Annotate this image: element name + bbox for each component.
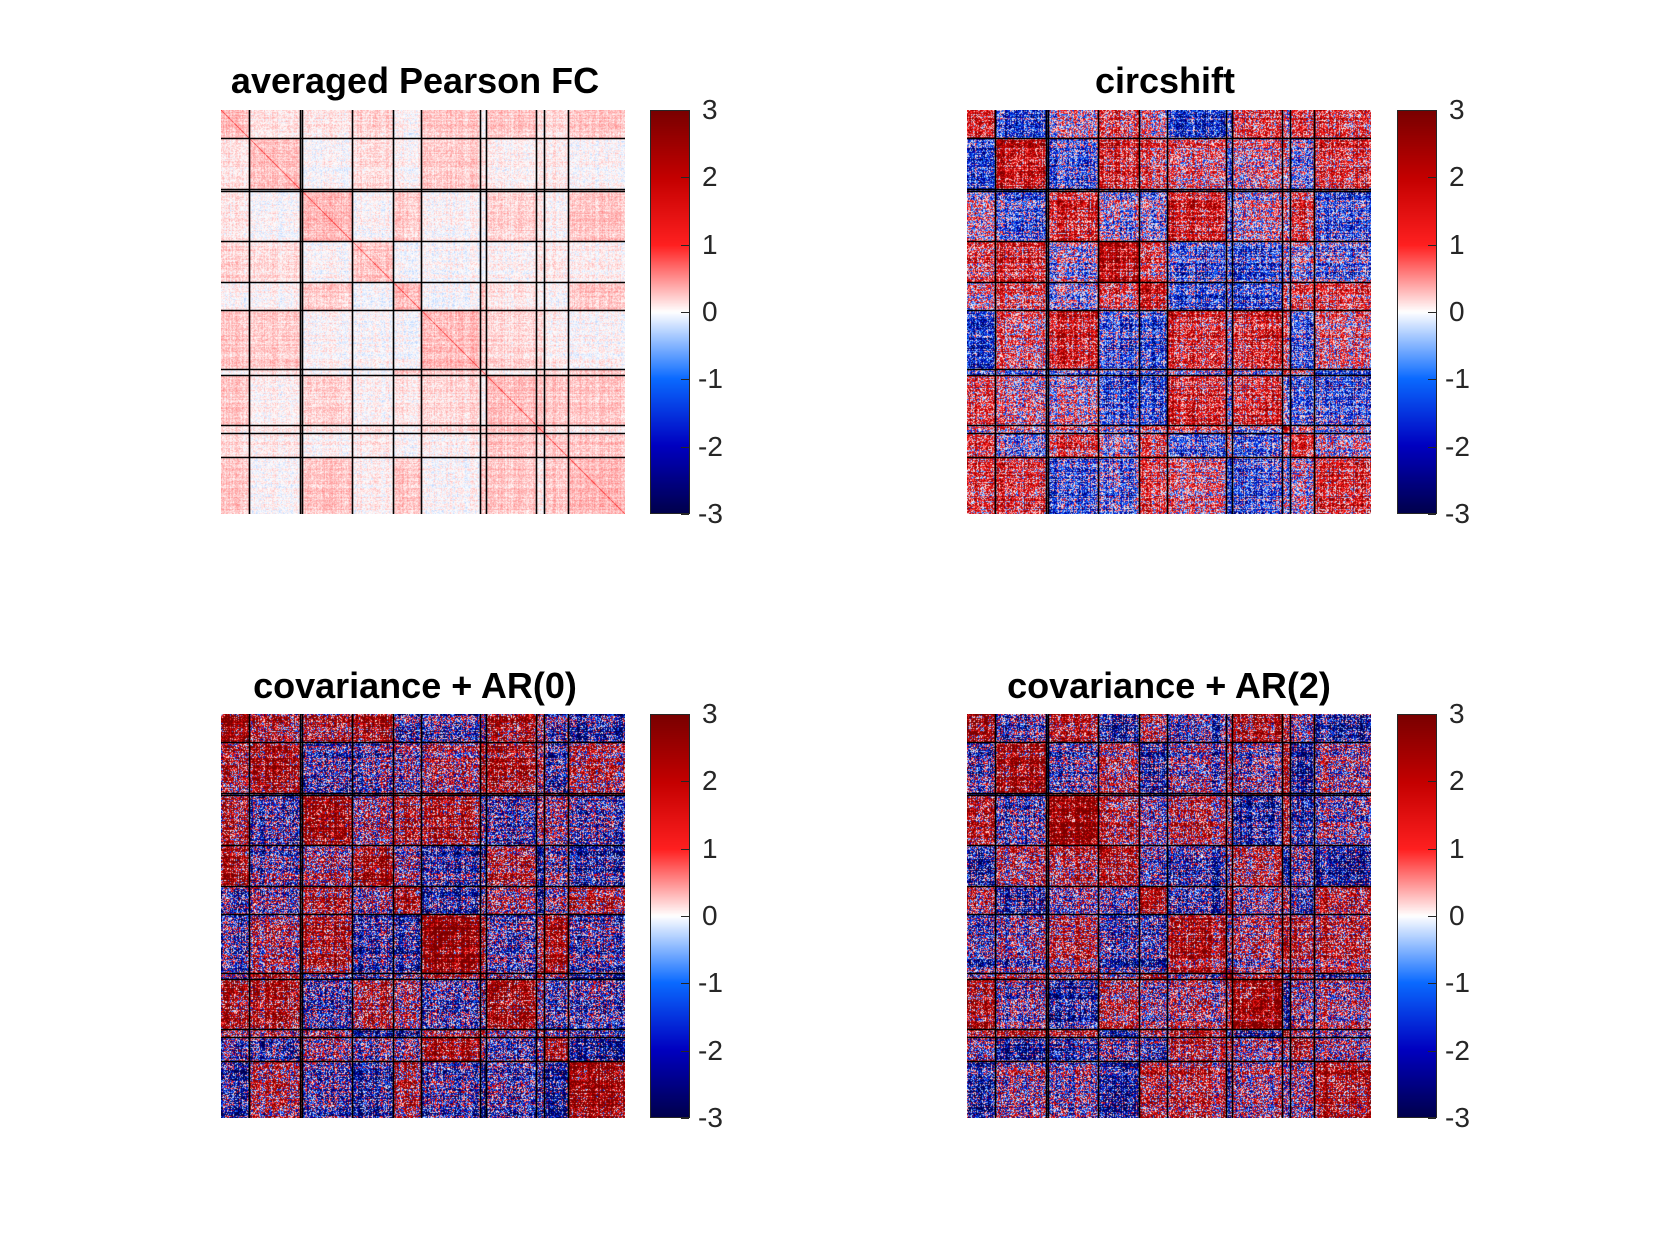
colorbar-tickmark xyxy=(681,1118,689,1119)
network-boundary-lines xyxy=(221,714,625,1118)
colorbar-tick-label: 2 xyxy=(1449,161,1465,192)
heatmap-matrix xyxy=(967,714,1371,1118)
colorbar-tick-label: -1 xyxy=(1445,967,1470,998)
panel-title: averaged Pearson FC xyxy=(230,60,600,101)
colorbar-tickmark xyxy=(681,714,689,715)
colorbar-tick-label: 1 xyxy=(702,833,718,864)
colorbar-tickmark xyxy=(681,379,689,380)
colorbar-tick-label: 0 xyxy=(1449,900,1465,931)
colorbar-tickmark xyxy=(1428,514,1436,515)
colorbar-tickmark xyxy=(1428,177,1436,178)
colorbar-tickmark xyxy=(681,177,689,178)
colorbar-tickmark xyxy=(681,916,689,917)
colorbar-tickmark xyxy=(681,849,689,850)
heatmap-matrix xyxy=(221,110,625,514)
colorbar-tick-label: 2 xyxy=(702,765,718,796)
network-boundary-lines xyxy=(221,110,625,514)
colorbar-tick-label: -3 xyxy=(1445,498,1470,529)
colorbar-tickmark xyxy=(681,514,689,515)
colorbar-tick-label: -1 xyxy=(698,363,723,394)
colorbar-tickmark xyxy=(1428,1118,1436,1119)
colorbar-tickmark xyxy=(681,312,689,313)
colorbar-tick-label: 1 xyxy=(1449,229,1465,260)
colorbar-tick-label: -3 xyxy=(1445,1102,1470,1133)
colorbar-tickmark xyxy=(1428,714,1436,715)
colorbar-tick-label: 3 xyxy=(1449,94,1465,125)
colorbar-tickmark xyxy=(1428,110,1436,111)
colorbar-tick-label: -3 xyxy=(698,498,723,529)
colorbar-tick-label: -2 xyxy=(698,1035,723,1066)
colorbar-tick-label: -1 xyxy=(698,967,723,998)
colorbar-tick-label: 1 xyxy=(702,229,718,260)
colorbar-tickmark xyxy=(1428,245,1436,246)
colorbar-tick-label: 2 xyxy=(702,161,718,192)
colorbar-tick-label: -2 xyxy=(698,431,723,462)
colorbar-tick-label: -2 xyxy=(1445,1035,1470,1066)
colorbar-tickmark xyxy=(1428,916,1436,917)
colorbar-tick-label: 2 xyxy=(1449,765,1465,796)
colorbar-tickmark xyxy=(681,983,689,984)
colorbar-tick-label: 0 xyxy=(702,900,718,931)
network-boundary-lines xyxy=(967,110,1371,514)
colorbar-tick-label: 3 xyxy=(702,94,718,125)
colorbar-tickmark xyxy=(1428,1051,1436,1052)
colorbar-tickmark xyxy=(681,110,689,111)
colorbar-tick-label: -1 xyxy=(1445,363,1470,394)
colorbar-tickmark xyxy=(1428,447,1436,448)
colorbar-tickmark xyxy=(1428,379,1436,380)
panel-title: circshift xyxy=(1094,60,1236,101)
colorbar-tick-label: 3 xyxy=(702,698,718,729)
colorbar-tickmark xyxy=(1428,983,1436,984)
panel-title: covariance + AR(2) xyxy=(1007,665,1331,706)
colorbar-tick-label: 3 xyxy=(1449,698,1465,729)
colorbar-tick-label: -2 xyxy=(1445,431,1470,462)
colorbar-tick-label: 1 xyxy=(1449,833,1465,864)
colorbar-tick-label: 0 xyxy=(702,296,718,327)
colorbar-tickmark xyxy=(681,781,689,782)
colorbar-tickmark xyxy=(1428,849,1436,850)
colorbar-tickmark xyxy=(681,447,689,448)
colorbar-tickmark xyxy=(681,245,689,246)
panel-title: covariance + AR(0) xyxy=(253,665,577,706)
colorbar-tickmark xyxy=(1428,312,1436,313)
heatmap-matrix xyxy=(221,714,625,1118)
colorbar-tickmark xyxy=(681,1051,689,1052)
network-boundary-lines xyxy=(967,714,1371,1118)
colorbar-tick-label: -3 xyxy=(698,1102,723,1133)
colorbar-tickmark xyxy=(1428,781,1436,782)
colorbar-tick-label: 0 xyxy=(1449,296,1465,327)
heatmap-matrix xyxy=(967,110,1371,514)
